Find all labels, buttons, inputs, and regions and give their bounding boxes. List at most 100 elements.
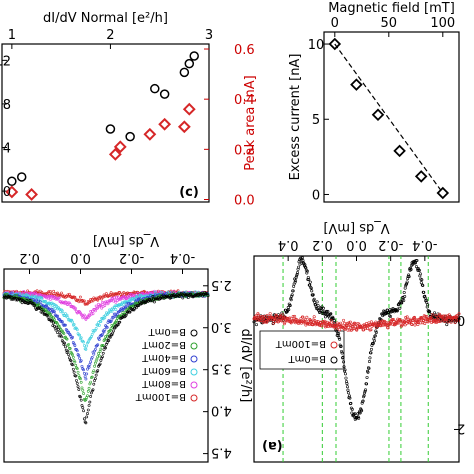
panel-b-point bbox=[186, 296, 190, 300]
panel-a-point-b0 bbox=[410, 261, 414, 265]
panel-a-point-b100 bbox=[299, 317, 303, 321]
panel-d-ytick-label: 5 bbox=[312, 113, 320, 128]
panel-b-point bbox=[80, 339, 84, 343]
panel-b-point bbox=[71, 323, 75, 327]
panel-a-point-b0 bbox=[406, 277, 410, 281]
panel-b-point bbox=[87, 313, 91, 317]
panel-a-point-b100 bbox=[441, 318, 445, 322]
panel-a-point-b0 bbox=[370, 342, 374, 346]
panel-a-point-b0 bbox=[358, 409, 362, 413]
panel-b-point bbox=[61, 312, 65, 315]
panel-b-point bbox=[77, 374, 81, 377]
panel-b-point bbox=[89, 395, 93, 398]
panel-b-xtick-label: 0.0 bbox=[70, 250, 91, 265]
panel-b-ytick-label: 3.0 bbox=[211, 319, 232, 334]
panel-a-point-b100 bbox=[261, 320, 265, 324]
panel-b-legend-label: B=20mT bbox=[141, 339, 186, 350]
panel-a-point-b0 bbox=[297, 265, 301, 269]
panel-d-ytick-label: 0 bbox=[312, 188, 320, 203]
panel-b-point bbox=[116, 316, 119, 320]
panel-a-point-b0 bbox=[340, 351, 344, 355]
panel-a-point-b0 bbox=[259, 320, 263, 324]
panel-a-point-b100 bbox=[329, 319, 333, 323]
panel-b-point bbox=[97, 336, 100, 340]
panel-b-point bbox=[90, 333, 94, 336]
panel-b-point bbox=[109, 333, 113, 336]
panel-b-point bbox=[66, 343, 70, 347]
panel-a-point-b100 bbox=[348, 328, 352, 332]
panel-b-point bbox=[136, 298, 140, 301]
panel-b-point bbox=[112, 312, 116, 316]
panel-a-point-b0 bbox=[414, 265, 418, 269]
panel-a-point-b0 bbox=[423, 294, 427, 298]
panel-b-point bbox=[26, 289, 30, 293]
panel-b-point bbox=[97, 321, 100, 324]
panel-a-point-b0 bbox=[445, 323, 449, 327]
panel-c-point-black bbox=[189, 51, 199, 61]
panel-a-point-b0 bbox=[353, 417, 357, 421]
panel-a-point-b100 bbox=[395, 319, 399, 323]
panel-a-point-b100 bbox=[274, 313, 278, 317]
panel-a-point-b100 bbox=[438, 319, 442, 323]
panel-a-point-b100 bbox=[287, 319, 291, 323]
panel-a-point-b0 bbox=[403, 286, 407, 290]
panel-b-point bbox=[53, 306, 57, 310]
panel-b-point bbox=[95, 370, 99, 374]
panel-c-ytick-right-label: 0.6 bbox=[234, 43, 255, 58]
panel-a-point-b0 bbox=[402, 291, 406, 295]
panel-a-point-b100 bbox=[414, 319, 418, 323]
panel-b-point bbox=[82, 392, 85, 395]
panel-b-legend-marker bbox=[190, 342, 198, 350]
panel-a-point-b0 bbox=[365, 375, 369, 379]
panel-b-point bbox=[129, 306, 133, 310]
panel-b-point bbox=[102, 339, 106, 342]
panel-b-point bbox=[93, 361, 97, 365]
panel-b-point bbox=[79, 295, 82, 299]
panel-a-point-b0 bbox=[364, 382, 368, 386]
panel-b-point bbox=[78, 356, 82, 360]
panel-b-point bbox=[101, 329, 105, 333]
panel-a-point-b0 bbox=[419, 281, 423, 285]
panel-a-point-b100 bbox=[421, 321, 425, 325]
panel-c-point-black bbox=[179, 67, 190, 78]
panel-a-point-b0 bbox=[283, 308, 287, 312]
panel-a-point-b0 bbox=[351, 413, 355, 417]
axes-text: -0.4 -0.2 0.0 0.2 0.4 0 2 V_ds [mV] (a) B=0mT B=10… bbox=[0, 1, 465, 460]
panel-a-point-b0 bbox=[368, 351, 372, 355]
panel-a-point-b0 bbox=[425, 305, 429, 309]
panel-a-point-b100 bbox=[405, 321, 409, 325]
panel-a-point-b100 bbox=[422, 314, 426, 318]
panel-a-point-b100 bbox=[342, 318, 346, 322]
panel-b-legend-marker bbox=[190, 355, 198, 363]
panel-a-point-b0 bbox=[319, 306, 323, 310]
panel-c-point-black bbox=[184, 58, 195, 69]
panel-c-ytick-right-label: 0.0 bbox=[234, 193, 255, 208]
panel-b-point bbox=[60, 339, 64, 343]
panel-a-point-b0 bbox=[418, 274, 422, 278]
panel-b-point bbox=[55, 292, 59, 296]
panel-a-point-b100 bbox=[279, 318, 283, 322]
panel-b-point bbox=[101, 301, 104, 304]
panel-b-point bbox=[108, 335, 111, 339]
panel-b-point bbox=[98, 335, 102, 338]
panel-b-point bbox=[104, 311, 108, 315]
panel-b-point bbox=[20, 301, 24, 305]
panel-b-point bbox=[91, 371, 95, 374]
panel-b-point bbox=[52, 289, 56, 293]
panel-b-point bbox=[86, 299, 90, 303]
panel-a-point-b0 bbox=[372, 337, 376, 341]
panel-b-point bbox=[134, 301, 137, 305]
panel-b-point bbox=[104, 324, 108, 328]
panel-b-legend-marker bbox=[190, 368, 198, 376]
panel-a-point-b0 bbox=[366, 366, 370, 370]
panel-b-point bbox=[85, 415, 89, 419]
panel-b-point bbox=[47, 318, 51, 321]
panel-b-point bbox=[64, 328, 68, 331]
panel-b-point bbox=[91, 312, 95, 316]
panel-a-point-b0 bbox=[356, 412, 360, 416]
panel-b-point bbox=[86, 367, 89, 371]
panel-b-point bbox=[82, 409, 85, 413]
panel-a-point-b100 bbox=[311, 318, 315, 322]
panel-a-point-b0 bbox=[396, 303, 400, 307]
panel-b-point bbox=[67, 318, 70, 322]
